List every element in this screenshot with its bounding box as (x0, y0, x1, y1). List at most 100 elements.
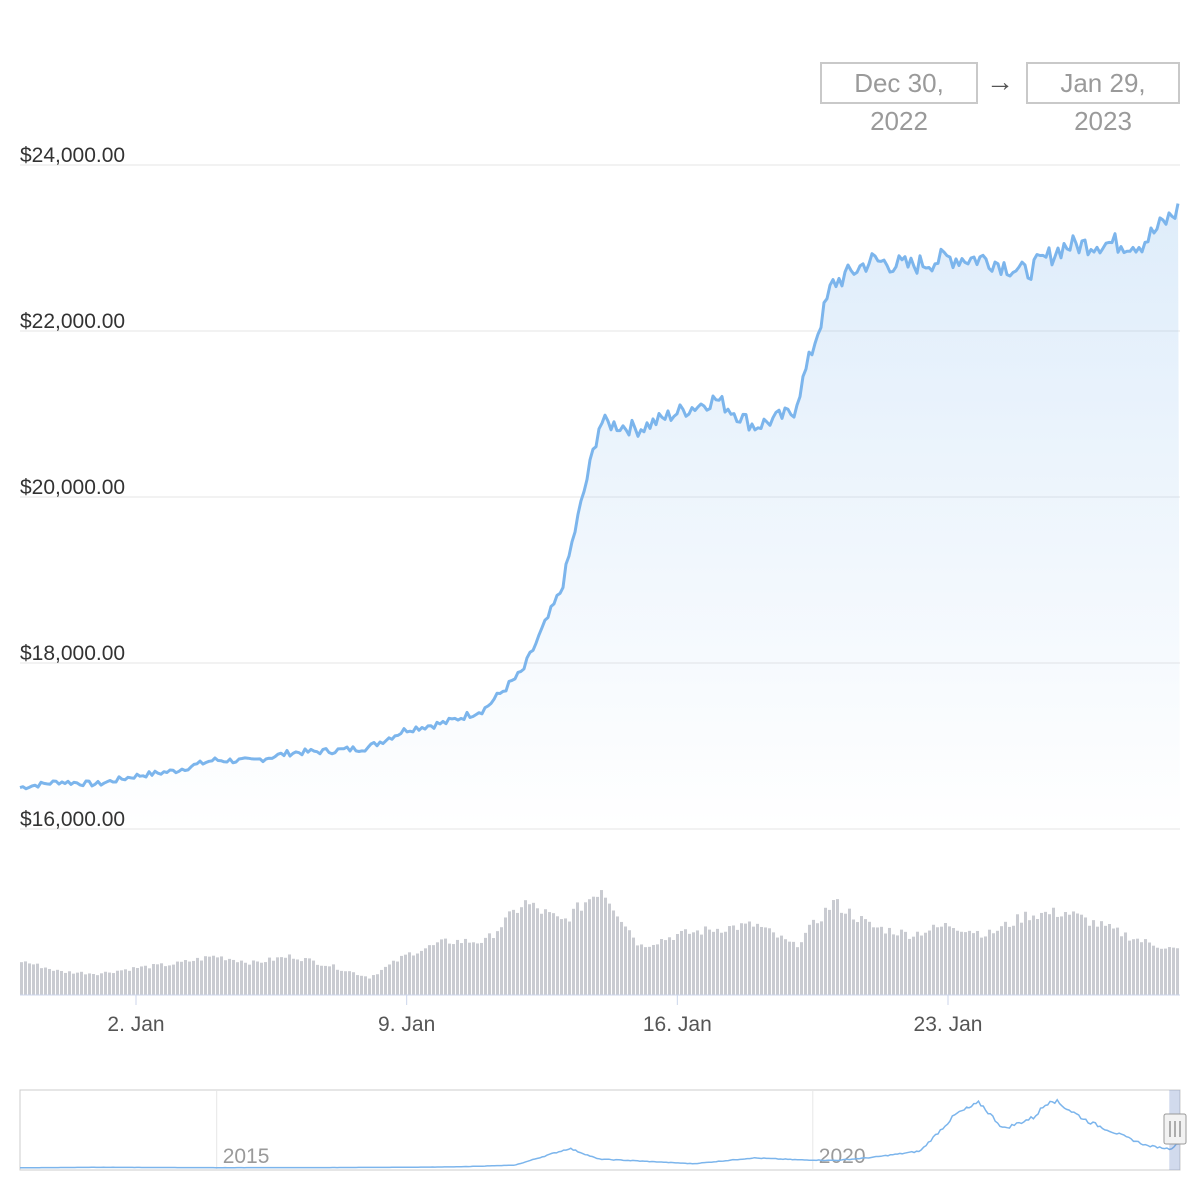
volume-bar (284, 957, 287, 995)
volume-bar (128, 970, 131, 995)
volume-bar (952, 928, 955, 995)
volume-bar (1032, 915, 1035, 995)
volume-bar (28, 963, 31, 995)
volume-bar (224, 960, 227, 995)
volume-bar (192, 960, 195, 995)
volume-bar (448, 943, 451, 995)
volume-bar (844, 913, 847, 995)
range-from-input[interactable]: Dec 30, 2022 (820, 62, 978, 136)
volume-bar (312, 960, 315, 995)
volume-bar (1004, 921, 1007, 995)
volume-bar (296, 959, 299, 995)
volume-bar (788, 941, 791, 995)
volume-bar (824, 907, 827, 995)
volume-bar (184, 960, 187, 995)
volume-bar (40, 968, 43, 995)
volume-bar (1144, 939, 1147, 995)
volume-bar (380, 969, 383, 995)
volume-bar (96, 975, 99, 995)
volume-bar (940, 926, 943, 995)
volume-bar (436, 942, 439, 995)
volume-bar (684, 929, 687, 995)
volume-bar (244, 962, 247, 995)
volume-bar (656, 944, 659, 995)
volume-bar (1148, 942, 1151, 995)
volume-bar (832, 900, 835, 995)
volume-bar (828, 909, 831, 995)
volume-bar (704, 926, 707, 995)
volume-bar (1164, 948, 1167, 995)
volume-bar (920, 935, 923, 995)
volume-bar (892, 934, 895, 995)
volume-bar (48, 968, 51, 995)
volume-bar (864, 919, 867, 995)
volume-bar (260, 962, 263, 995)
volume-bar (1132, 939, 1135, 995)
volume-bar (1076, 913, 1079, 995)
volume-bar (344, 971, 347, 995)
volume-bar (536, 908, 539, 995)
navigator-tick-label: 2020 (819, 1145, 866, 1168)
navigator-tick-label: 2015 (223, 1145, 270, 1168)
y-tick-label: $22,000.00 (20, 310, 125, 333)
volume-bar (640, 944, 643, 995)
volume-bar (1116, 927, 1119, 995)
volume-bar (348, 971, 351, 995)
volume-bar (872, 927, 875, 995)
volume-bar (764, 927, 767, 995)
volume-bar (372, 975, 375, 995)
volume-bar (1112, 928, 1115, 995)
volume-bar (304, 958, 307, 995)
volume-bar (528, 904, 531, 995)
volume-bar (556, 916, 559, 995)
volume-bar (408, 952, 411, 995)
volume-bar (440, 939, 443, 995)
volume-bar (100, 973, 103, 995)
volume-bar (652, 944, 655, 995)
volume-bar (256, 961, 259, 995)
volume-bar (220, 956, 223, 995)
volume-bar (916, 931, 919, 995)
volume-bar (592, 896, 595, 995)
volume-bar (936, 927, 939, 995)
volume-bar (524, 900, 527, 995)
volume-bar (420, 950, 423, 995)
volume-bar (1104, 925, 1107, 995)
volume-bar (324, 965, 327, 995)
volume-bar (956, 930, 959, 995)
volume-bar (444, 938, 447, 995)
volume-bar (160, 963, 163, 995)
volume-bar (212, 955, 215, 995)
volume-bar (432, 945, 435, 995)
volume-bar (148, 968, 151, 995)
volume-bar (696, 930, 699, 995)
volume-bar (1092, 920, 1095, 995)
volume-bar (416, 953, 419, 995)
volume-bar (1044, 911, 1047, 995)
volume-bar (980, 937, 983, 995)
volume-bar (608, 903, 611, 995)
volume-bar (1020, 922, 1023, 995)
volume-bar (888, 927, 891, 995)
volume-bar (360, 975, 363, 995)
volume-bar (1064, 911, 1067, 995)
volume-bar (1108, 924, 1111, 995)
volume-bar (68, 971, 71, 995)
volume-bar (412, 955, 415, 995)
volume-bar (944, 923, 947, 995)
volume-bar (1140, 942, 1143, 995)
volume-bar (516, 912, 519, 995)
volume-bar (604, 897, 607, 995)
volume-bar (552, 913, 555, 995)
volume-bar (760, 926, 763, 995)
volume-bar (1124, 932, 1127, 995)
volume-bar (136, 967, 139, 995)
volume-bar (164, 966, 167, 995)
volume-bar (388, 964, 391, 995)
volume-bar (1068, 914, 1071, 995)
volume-bar (1016, 914, 1019, 995)
volume-bar (504, 917, 507, 995)
volume-bar (64, 972, 67, 995)
range-to-input[interactable]: Jan 29, 2023 (1026, 62, 1180, 136)
